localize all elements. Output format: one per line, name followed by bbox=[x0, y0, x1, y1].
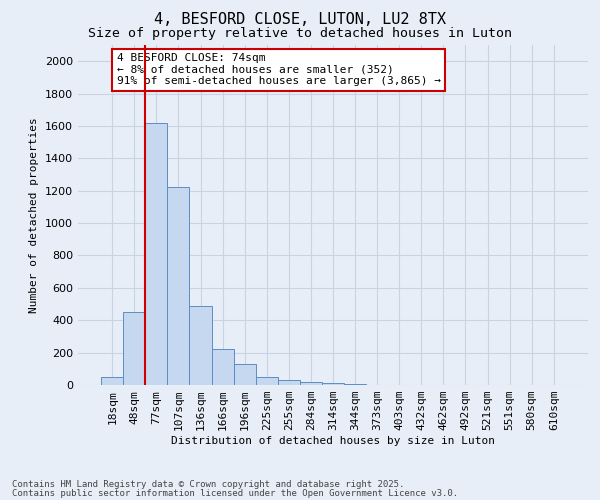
Bar bbox=[278, 380, 300, 385]
Bar bbox=[145, 122, 167, 385]
Bar bbox=[212, 350, 233, 385]
Text: 4 BESFORD CLOSE: 74sqm
← 8% of detached houses are smaller (352)
91% of semi-det: 4 BESFORD CLOSE: 74sqm ← 8% of detached … bbox=[116, 53, 440, 86]
Bar bbox=[322, 384, 344, 385]
X-axis label: Distribution of detached houses by size in Luton: Distribution of detached houses by size … bbox=[171, 436, 495, 446]
Bar bbox=[233, 364, 256, 385]
Bar bbox=[344, 384, 366, 385]
Bar bbox=[101, 377, 123, 385]
Bar bbox=[256, 377, 278, 385]
Bar bbox=[167, 188, 190, 385]
Y-axis label: Number of detached properties: Number of detached properties bbox=[29, 117, 40, 313]
Text: Contains HM Land Registry data © Crown copyright and database right 2025.: Contains HM Land Registry data © Crown c… bbox=[12, 480, 404, 489]
Text: Size of property relative to detached houses in Luton: Size of property relative to detached ho… bbox=[88, 28, 512, 40]
Bar bbox=[300, 382, 322, 385]
Bar bbox=[190, 306, 212, 385]
Text: Contains public sector information licensed under the Open Government Licence v3: Contains public sector information licen… bbox=[12, 488, 458, 498]
Bar bbox=[123, 312, 145, 385]
Text: 4, BESFORD CLOSE, LUTON, LU2 8TX: 4, BESFORD CLOSE, LUTON, LU2 8TX bbox=[154, 12, 446, 28]
